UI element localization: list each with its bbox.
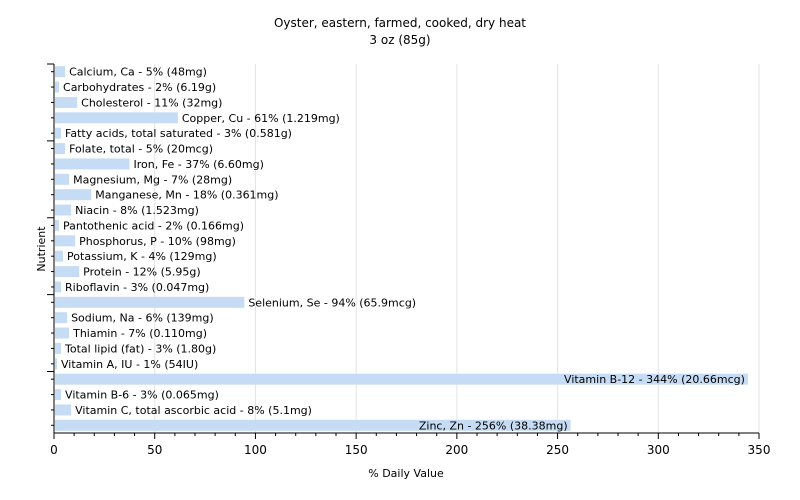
chart-subtitle: 3 oz (85g) — [369, 33, 430, 47]
axes — [47, 63, 759, 434]
bar-label: Sodium, Na - 6% (139mg) — [71, 312, 214, 325]
bar-label: Magnesium, Mg - 7% (28mg) — [73, 173, 232, 186]
bar — [55, 158, 130, 170]
bar-label: Vitamin A, IU - 1% (54IU) — [61, 358, 198, 371]
bar-label: Potassium, K - 4% (129mg) — [67, 250, 217, 263]
bar — [55, 419, 571, 431]
bar — [55, 143, 66, 155]
x-tick-label: 0 — [50, 443, 58, 457]
bar — [55, 266, 80, 278]
bar-label: Phosphorus, P - 10% (98mg) — [79, 235, 236, 248]
bar-label: Zinc, Zn - 256% (38.38mg) — [419, 419, 568, 432]
bar — [55, 127, 62, 139]
bar — [55, 219, 60, 231]
bar — [55, 204, 72, 216]
chart-title: Oyster, eastern, farmed, cooked, dry hea… — [274, 16, 526, 30]
bar — [55, 389, 62, 401]
bar-label: Protein - 12% (5.95g) — [83, 266, 201, 279]
x-tick-label: 200 — [445, 443, 468, 457]
bar-label: Vitamin B-12 - 344% (20.66mcg) — [564, 373, 745, 386]
x-tick-label: 350 — [748, 443, 771, 457]
x-tick-label: 300 — [647, 443, 670, 457]
bar — [55, 66, 66, 78]
bar — [55, 373, 748, 385]
bar — [55, 342, 62, 354]
bar-label: Calcium, Ca - 5% (48mg) — [69, 66, 207, 79]
x-axis-title: % Daily Value — [368, 467, 444, 480]
x-tick-label: 150 — [345, 443, 368, 457]
bar-label: Pantothenic acid - 2% (0.166mg) — [63, 219, 244, 232]
x-tick-label: 250 — [546, 443, 569, 457]
x-tick-label: 50 — [147, 443, 162, 457]
bar-label: Vitamin C, total ascorbic acid - 8% (5.1… — [75, 404, 312, 417]
bar-label: Manganese, Mn - 18% (0.361mg) — [95, 189, 278, 202]
bar-label: Selenium, Se - 94% (65.9mcg) — [248, 296, 416, 309]
bar-label: Vitamin B-6 - 3% (0.065mg) — [65, 389, 219, 402]
grid — [154, 64, 760, 433]
bar — [55, 173, 70, 185]
bar — [55, 312, 68, 324]
bar — [55, 404, 72, 416]
x-ticks: 0 50 100 150 200 250 300 350 — [50, 433, 770, 457]
bar — [55, 327, 70, 339]
bar — [55, 250, 64, 262]
bar — [55, 81, 60, 93]
bar-label: Fatty acids, total saturated - 3% (0.581… — [65, 127, 292, 140]
bar-label: Thiamin - 7% (0.110mg) — [72, 327, 207, 340]
bar-label: Folate, total - 5% (20mcg) — [69, 143, 213, 156]
bar — [55, 96, 78, 108]
bars: Calcium, Ca - 5% (48mg) Carbohydrates - 2… — [55, 66, 748, 432]
bar-label: Copper, Cu - 61% (1.219mg) — [182, 112, 340, 125]
bar-label: Riboflavin - 3% (0.047mg) — [65, 281, 209, 294]
bar-label: Carbohydrates - 2% (6.19g) — [63, 81, 216, 94]
bar-label: Cholesterol - 11% (32mg) — [81, 96, 222, 109]
bar — [55, 235, 76, 247]
bar-label: Total lipid (fat) - 3% (1.80g) — [64, 342, 216, 355]
bar — [55, 358, 58, 370]
bar — [55, 189, 92, 201]
x-tick-label: 100 — [244, 443, 267, 457]
bar — [55, 112, 178, 124]
y-axis-title: Nutrient — [35, 226, 48, 272]
bar — [55, 281, 62, 293]
bar-label: Iron, Fe - 37% (6.60mg) — [134, 158, 264, 171]
bar-label: Niacin - 8% (1.523mg) — [75, 204, 199, 217]
bar — [55, 296, 245, 308]
